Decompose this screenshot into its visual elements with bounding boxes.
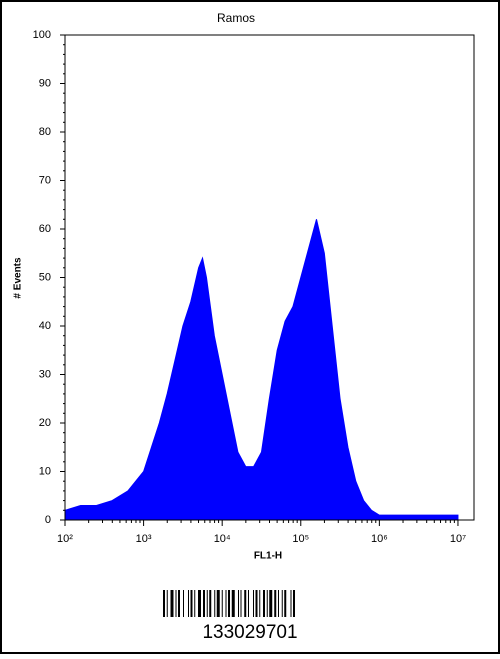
barcode-bar: [228, 590, 230, 617]
y-tick-label: 60: [39, 223, 51, 235]
y-tick-label: 90: [39, 77, 51, 89]
barcode-bar: [183, 590, 184, 617]
barcode-bar: [253, 590, 254, 617]
barcode-bar: [163, 590, 165, 617]
barcode-bar: [281, 590, 283, 617]
barcode-bar: [178, 590, 180, 617]
x-tick-label: 10⁷: [450, 533, 466, 545]
barcode-bar: [238, 590, 239, 617]
barcode-bar: [248, 590, 249, 617]
y-tick-label: 100: [33, 29, 51, 41]
y-tick-label: 20: [39, 417, 51, 429]
x-tick-label: 10³: [136, 533, 152, 545]
x-tick-label: 10⁶: [371, 533, 388, 545]
chart-title: Ramos: [217, 11, 255, 25]
barcode-bar: [244, 590, 247, 617]
barcode-bar: [203, 590, 205, 617]
barcode-bar: [190, 590, 193, 617]
y-tick-label: 70: [39, 174, 51, 186]
barcode-bar: [209, 590, 212, 617]
x-tick-label: 10⁵: [292, 533, 309, 545]
barcode: [163, 590, 295, 617]
barcode-bar: [278, 590, 279, 617]
plot-area: [64, 34, 475, 521]
barcode-bar: [170, 590, 174, 617]
barcode-bar: [188, 590, 189, 617]
barcode-bar: [225, 590, 227, 617]
y-tick-label: 50: [39, 271, 51, 283]
barcode-bar: [266, 590, 268, 617]
x-tick-label: 10⁴: [214, 533, 231, 545]
y-tick-label: 40: [39, 320, 51, 332]
y-tick-label: 80: [39, 126, 51, 138]
histogram-area: [64, 219, 459, 521]
barcode-bar: [216, 590, 220, 617]
barcode-bar: [290, 590, 292, 617]
barcode-bar: [259, 590, 261, 617]
barcode-bar: [284, 590, 287, 617]
barcode-bar: [263, 590, 265, 617]
barcode-bar: [293, 590, 295, 617]
barcode-bar: [166, 590, 168, 617]
y-tick-label: 10: [39, 465, 51, 477]
y-tick-label: 30: [39, 368, 51, 380]
x-tick-label: 10²: [57, 533, 73, 545]
barcode-bar: [214, 590, 216, 617]
barcode-bar: [231, 590, 235, 617]
barcode-bar: [198, 590, 201, 617]
barcode-bar: [175, 590, 177, 617]
barcode-bar: [255, 590, 258, 617]
x-axis-label: FL1-H: [254, 551, 282, 562]
barcode-bar: [269, 590, 273, 617]
barcode-bar: [194, 590, 196, 617]
barcode-bar: [240, 590, 242, 617]
barcode-bar: [221, 590, 223, 617]
y-tick-label: 0: [45, 514, 51, 526]
y-axis-label: # Events: [13, 257, 24, 299]
barcode-number: 133029701: [202, 622, 297, 643]
barcode-bar: [206, 590, 208, 617]
barcode-bar: [274, 590, 277, 617]
